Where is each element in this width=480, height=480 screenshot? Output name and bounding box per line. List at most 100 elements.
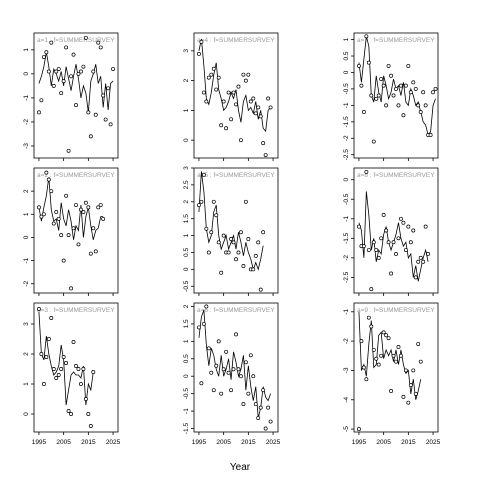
observation-point	[361, 244, 366, 249]
observation-point	[226, 90, 231, 95]
panel-frame	[353, 32, 439, 159]
observation-point	[359, 339, 364, 344]
observation-point	[256, 240, 261, 245]
panel-label: a=4 : f=SUMMERSURVEY	[197, 37, 275, 44]
observation-point	[423, 224, 428, 229]
y-tick-label: 0	[343, 178, 350, 182]
observation-point	[56, 67, 61, 72]
observation-point	[268, 419, 273, 424]
y-tick-label: 2	[23, 352, 30, 356]
observation-point	[266, 405, 271, 410]
panel-frame	[33, 302, 119, 433]
observation-point	[214, 87, 219, 92]
observation-point	[69, 412, 74, 416]
observation-point	[413, 86, 418, 91]
observation-point	[214, 213, 219, 218]
observation-point	[418, 109, 423, 114]
observation-point	[216, 339, 221, 344]
observation-point	[376, 255, 381, 260]
observation-point	[246, 391, 251, 396]
observation-point	[76, 367, 81, 371]
y-tick-label: 0.5	[343, 51, 350, 60]
y-tick-label: 3	[23, 322, 30, 326]
observation-point	[241, 264, 246, 268]
observation-point	[231, 367, 236, 372]
observation-point	[51, 83, 56, 88]
observation-point	[251, 267, 256, 272]
observation-point	[243, 78, 248, 83]
observation-point	[49, 316, 54, 320]
observation-point	[374, 96, 379, 101]
observation-point	[238, 230, 243, 235]
observation-point	[91, 370, 96, 374]
observation-point	[49, 40, 54, 45]
y-tick-label: 2	[183, 200, 190, 204]
observation-point	[408, 240, 413, 245]
observation-point	[401, 394, 406, 399]
panel-7: a=3 : f=SUMMERSURVEY 0 1 2 3	[23, 302, 119, 435]
observation-point	[389, 73, 394, 78]
panel-3: a=7 : f=SUMMERSURVEY -2.5 -2 -1.5 -1 -0.5 0 0.5…	[343, 32, 439, 161]
observation-point	[61, 79, 66, 84]
observation-point	[263, 426, 268, 431]
observation-point	[238, 374, 243, 379]
x-tick-label: 2015	[401, 439, 416, 446]
fitted-line	[358, 36, 436, 136]
observation-point	[384, 228, 389, 233]
y-tick-label: -2	[343, 338, 350, 344]
observation-point	[413, 275, 418, 280]
observation-point	[369, 93, 374, 98]
observation-point	[106, 86, 111, 91]
observation-point	[108, 122, 113, 127]
observation-point	[396, 103, 401, 108]
observation-point	[39, 98, 44, 103]
observation-point	[236, 84, 241, 89]
observation-point	[241, 72, 246, 77]
observation-point	[66, 233, 71, 238]
x-axis	[38, 432, 114, 435]
panel-frame	[193, 32, 279, 159]
panel-5: a=5 : f=SUMMERSURVEY -0.5 0 0.5 1 1.5 2 2.5 3	[183, 166, 279, 296]
observation-point	[381, 83, 386, 88]
observation-point	[201, 321, 206, 326]
observation-point	[394, 86, 398, 91]
observation-point	[61, 258, 66, 263]
y-tick-label: -1.5	[343, 232, 350, 244]
observations	[196, 172, 266, 292]
y-tick-label: 1.5	[183, 319, 190, 328]
panel-6: a=8 : f=SUMMERSURVEY -2.5 -2 -1.5 -1 -0.5 0	[343, 167, 439, 296]
y-tick-label: -5	[343, 426, 350, 432]
x-tick-label: 2015	[241, 439, 256, 446]
observation-point	[234, 257, 238, 262]
y-axis: 0 1 2 3	[23, 322, 34, 416]
observation-point	[211, 199, 216, 204]
y-tick-label: 1	[343, 37, 350, 41]
observation-point	[261, 141, 266, 146]
y-tick-label: 1.5	[183, 214, 190, 223]
y-axis: -0.5 0 0.5 1 1.5 2 2.5 3	[183, 166, 194, 292]
observation-point	[206, 75, 211, 80]
observation-point	[384, 103, 389, 108]
y-axis: -2.5 -2 -1.5 -1 -0.5 0 0.5 1	[343, 37, 354, 160]
observation-point	[219, 270, 224, 275]
observation-point	[428, 133, 433, 137]
x-tick-label: 2015	[81, 439, 96, 446]
observation-point	[54, 376, 59, 380]
observation-point	[379, 353, 384, 358]
y-tick-label: -2	[343, 255, 350, 261]
observation-point	[394, 359, 398, 364]
observation-point	[413, 391, 418, 396]
observation-point	[263, 153, 268, 157]
observation-point	[83, 397, 88, 401]
observation-point	[361, 109, 366, 114]
observation-point	[59, 91, 64, 96]
observation-point	[86, 110, 91, 115]
observation-point	[396, 345, 401, 349]
y-tick-label: 3	[183, 166, 190, 170]
y-axis: -2 -1 0 1 2	[23, 189, 34, 287]
observation-point	[359, 83, 364, 88]
observation-point	[386, 240, 391, 245]
observation-point	[356, 427, 361, 432]
observation-point	[56, 216, 61, 221]
observation-point	[69, 74, 74, 79]
